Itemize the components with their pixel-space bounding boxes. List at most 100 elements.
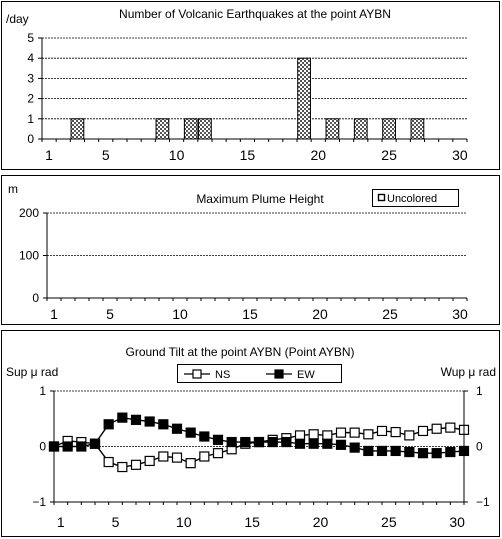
series-point-ew <box>185 427 196 438</box>
series-point-ew <box>240 436 251 448</box>
series-line-ns <box>53 426 465 468</box>
x-tick-label: 15 <box>242 306 258 322</box>
tilt-lines <box>48 412 470 473</box>
x-tick-label: 1 <box>45 147 53 163</box>
bar <box>155 118 170 140</box>
series-point-ns <box>335 427 347 438</box>
series-point-ew <box>445 446 456 458</box>
x-tick-label: 1 <box>50 306 58 322</box>
tilt-ylabel-left: Sup μ rad <box>6 365 58 379</box>
plume-legend-swatch <box>377 193 386 202</box>
earthquakes-title: Number of Volcanic Earthquakes at the po… <box>119 7 391 21</box>
series-point-ew <box>349 442 360 453</box>
series-point-ns <box>185 458 196 469</box>
y-tick-label: 0 <box>39 440 46 454</box>
series-point-ew <box>158 419 169 430</box>
tilt-legend-ew-label: EW <box>297 369 315 381</box>
x-tick-label: 15 <box>244 514 260 530</box>
x-tick-label: 30 <box>452 147 468 163</box>
bar <box>183 118 198 140</box>
series-point-ns <box>199 451 210 462</box>
series-point-ew <box>226 436 237 448</box>
series-point-ns <box>404 430 415 441</box>
plume-ylabel: m <box>8 182 18 196</box>
bar <box>325 118 340 140</box>
series-point-ew <box>117 412 128 423</box>
series-point-ew <box>417 448 429 459</box>
bar <box>353 118 368 140</box>
series-point-ew <box>322 438 333 449</box>
series-point-ns <box>171 452 183 463</box>
series-point-ns <box>294 430 306 441</box>
series-point-ew <box>376 445 388 457</box>
x-tick-label: 25 <box>381 147 397 163</box>
x-tick-label: 20 <box>312 306 328 322</box>
series-point-ew <box>253 436 265 448</box>
plume-legend-label: Uncolored <box>387 193 437 205</box>
tilt-legend-ew-marker <box>274 369 284 379</box>
y-tick-label: 0 <box>32 291 39 305</box>
x-tick-label: 10 <box>172 306 188 322</box>
x-tick-label: 30 <box>449 514 465 530</box>
series-point-ew <box>62 441 73 452</box>
x-tick-label: 5 <box>112 514 120 530</box>
bar <box>198 118 212 140</box>
tilt-ylabel-right: Wup μ rad <box>441 365 496 379</box>
series-line-ew <box>54 416 465 454</box>
series-point-ns <box>417 425 429 437</box>
panel-earthquakes-frame <box>1 1 500 170</box>
plume-legend: Uncolored <box>372 189 459 207</box>
tilt-legend-ns-marker <box>192 369 202 379</box>
series-point-ew <box>363 445 374 457</box>
series-point-ew <box>199 431 210 442</box>
series-point-ew <box>308 438 319 449</box>
bar <box>70 118 85 140</box>
bar <box>382 118 396 140</box>
series-point-ns <box>390 426 401 438</box>
series-point-ns <box>308 429 319 440</box>
x-tick-label: 5 <box>106 306 114 322</box>
x-tick-label: 15 <box>240 147 256 163</box>
series-point-ew <box>281 436 292 448</box>
series-point-ew <box>103 419 114 430</box>
series-point-ew <box>267 436 278 448</box>
panel-plume-frame <box>1 175 500 325</box>
y-tick-label: 3 <box>27 71 34 85</box>
y-tick-label: −1 <box>32 495 46 509</box>
series-point-ns <box>349 427 360 438</box>
series-point-ns <box>322 430 333 441</box>
x-tick-label: 10 <box>169 147 185 163</box>
y-tick-label: 4 <box>27 51 34 65</box>
y-right-tick-label: 1 <box>476 384 483 398</box>
x-tick-label: 5 <box>102 147 110 163</box>
y-tick-label: 5 <box>27 31 34 45</box>
series-point-ew <box>89 438 101 449</box>
plume-gridlines <box>47 212 467 256</box>
tilt-legend-box <box>177 364 342 383</box>
plume-title: Maximum Plume Height <box>196 192 324 206</box>
x-tick-label: 1 <box>57 514 65 530</box>
series-point-ns <box>363 429 374 440</box>
tilt-title: Ground Tilt at the point AYBN (Point AYB… <box>125 345 354 359</box>
series-point-ew <box>390 445 401 457</box>
series-point-ns <box>130 459 142 470</box>
series-point-ew <box>404 446 415 458</box>
series-point-ew <box>431 448 442 459</box>
y-tick-label: 1 <box>27 112 34 126</box>
panel-tilt-frame <box>1 330 500 537</box>
y-tick-label: 200 <box>19 206 39 220</box>
series-point-ew <box>144 416 155 427</box>
earthquakes-gridlines <box>42 37 467 120</box>
y-tick-label: 0 <box>27 132 34 146</box>
bar <box>297 57 311 140</box>
series-point-ns <box>212 448 224 459</box>
earthquakes-ylabel: /day <box>6 12 29 26</box>
earthquakes-bars <box>70 57 425 140</box>
x-tick-label: 20 <box>313 514 329 530</box>
series-point-ew <box>212 434 224 445</box>
tilt-legend: NS EW <box>177 364 342 383</box>
y-tick-label: 100 <box>19 249 39 263</box>
